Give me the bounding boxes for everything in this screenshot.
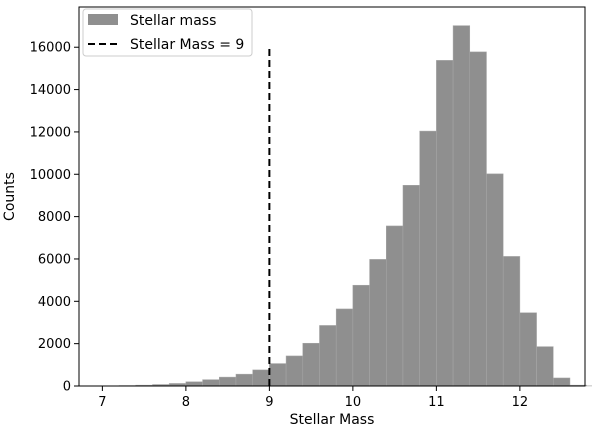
histogram-bar [302,342,320,387]
y-tick-label: 4000 [38,295,71,310]
histogram-bar [369,259,387,387]
histogram-bar [452,25,471,387]
histogram-bar [519,312,537,387]
y-tick-label: 16000 [30,41,71,56]
histogram-bar [202,379,220,387]
legend-swatch-bars [88,14,118,25]
x-tick-label: 12 [512,395,529,410]
histogram-bar [402,185,420,387]
y-tick-label: 2000 [38,337,71,352]
legend-box [82,8,253,57]
x-tick-label: 7 [98,395,106,410]
y-tick-label: 0 [63,380,71,395]
y-tick-label: 10000 [30,168,71,183]
histogram-bar [486,173,504,387]
histogram-bars [102,25,592,387]
histogram-bar [536,346,554,387]
histogram-bar [219,376,237,387]
histogram-bar [235,373,253,387]
histogram-bar [285,355,304,387]
legend: Stellar mass Stellar Mass = 9 [82,8,253,57]
y-tick-label: 8000 [38,210,71,225]
y-tick-label: 12000 [30,125,71,140]
x-tick-label: 10 [345,395,362,410]
x-tick-label: 9 [265,395,273,410]
histogram-bar [553,377,571,387]
histogram-bar [319,325,337,387]
histogram-bar [419,130,437,387]
histogram-bar [436,60,454,387]
y-tick-label: 6000 [38,252,71,267]
histogram-bar [469,51,487,387]
histogram-bar [352,284,370,387]
histogram-bar [269,363,287,387]
y-axis-label: Counts [2,172,18,221]
x-axis-ticks: 7 8 9 10 11 12 [98,386,528,410]
histogram-bar [185,381,203,387]
histogram-bar [386,225,404,387]
x-axis-label: Stellar Mass [290,412,375,428]
x-tick-label: 11 [428,395,445,410]
legend-label-reference-line: Stellar Mass = 9 [130,37,244,53]
plot-frame [78,6,586,387]
y-tick-label: 14000 [30,83,71,98]
legend-label-stellar-mass: Stellar mass [130,13,216,29]
y-axis-ticks: 0 2000 4000 6000 8000 10000 12000 14000 16000 [30,41,79,395]
x-tick-label: 8 [182,395,190,410]
histogram-bar [252,369,270,387]
histogram-bar [502,256,521,387]
histogram-bar [335,308,354,387]
